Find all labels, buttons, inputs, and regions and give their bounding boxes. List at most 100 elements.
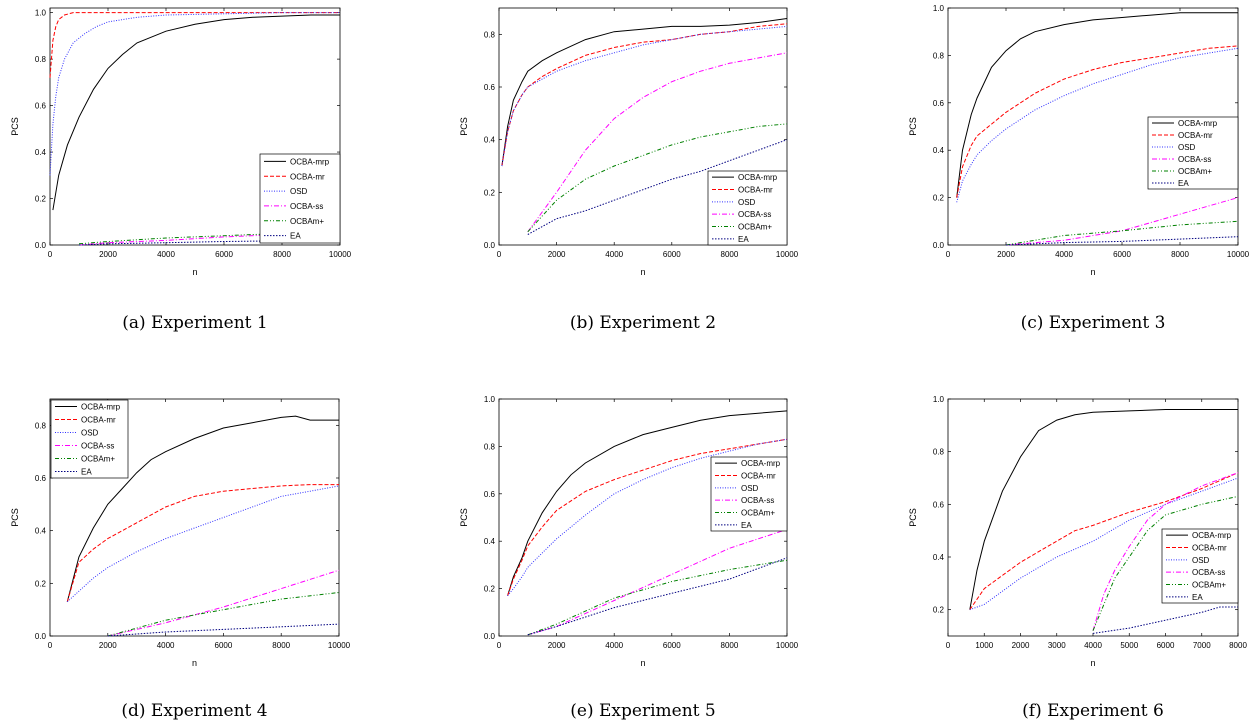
series-line-osd: [956, 47, 1239, 203]
legend-label: OCBA-mr: [1192, 544, 1227, 553]
x-tick-label: 4000: [605, 641, 623, 650]
series-line-ocba-ss: [1005, 197, 1239, 246]
legend-label: OSD: [738, 198, 756, 207]
legend-label: OCBA-mrp: [741, 459, 781, 468]
legend-label: OCBA-ss: [738, 210, 771, 219]
chart-caption: (d) Experiment 4: [121, 701, 267, 721]
x-tick-label: 2000: [99, 641, 117, 650]
legend-label: OCBA-mrp: [1178, 119, 1218, 128]
plot-frame: [49, 398, 340, 637]
x-tick-label: 8000: [272, 641, 290, 650]
legend-box: [1161, 528, 1239, 604]
x-tick-label: 2000: [548, 250, 566, 259]
y-axis-label: PCS: [459, 117, 469, 136]
series-line-ea: [1005, 236, 1239, 246]
legend-label: OCBAm+: [81, 455, 115, 464]
y-tick-label: 0.0: [933, 241, 945, 250]
y-tick-label: 0.2: [35, 195, 47, 204]
y-tick-label: 0.8: [484, 30, 496, 39]
x-tick-label: 2000: [548, 641, 566, 650]
legend-label: OSD: [1178, 143, 1196, 152]
y-tick-label: 0.4: [35, 148, 47, 157]
x-tick-label: 8000: [273, 250, 291, 259]
x-tick-label: 6000: [1157, 641, 1175, 650]
series-line-ocbam: [78, 231, 341, 245]
y-tick-label: 1.0: [35, 9, 47, 18]
y-tick-label: 1.0: [933, 4, 945, 13]
y-tick-label: 0.6: [35, 474, 47, 483]
legend-label: EA: [1178, 179, 1189, 188]
y-tick-label: 0.8: [933, 448, 945, 457]
x-axis-label: n: [192, 267, 197, 277]
plot-frame: [498, 7, 788, 246]
x-tick-label: 6000: [1113, 250, 1131, 259]
y-tick-label: 1.0: [484, 395, 496, 404]
legend-box: [710, 456, 788, 532]
series-line-ocba-mr: [501, 23, 788, 167]
x-tick-label: 4000: [157, 250, 175, 259]
series-line-osd: [66, 485, 340, 603]
x-axis-label: n: [1090, 658, 1095, 668]
legend-label: OCBAm+: [741, 509, 775, 518]
y-tick-label: 0.2: [35, 579, 47, 588]
x-tick-label: 8000: [721, 641, 739, 650]
chart-caption: (e) Experiment 5: [570, 701, 715, 721]
y-tick-label: 0.4: [933, 146, 945, 155]
series-line-ea: [527, 557, 788, 636]
legend-label: OCBAm+: [738, 223, 772, 232]
legend-label: EA: [290, 232, 301, 241]
series-line-ocba-mr: [49, 12, 340, 78]
x-tick-label: 4000: [1055, 250, 1073, 259]
series-line-ocbam: [107, 592, 340, 637]
y-tick-label: 0.8: [484, 442, 496, 451]
legend-label: OSD: [290, 187, 308, 196]
legend-label: OCBA-ss: [1192, 568, 1225, 577]
legend: OCBA-mrp OCBA-mr OSD OCBA-ss OCBAm+ EA: [707, 170, 788, 246]
series-line-ea: [1092, 606, 1238, 634]
x-tick-label: 10000: [1227, 250, 1250, 259]
legend-label: OCBA-mrp: [290, 157, 330, 166]
y-tick-label: 0.8: [35, 421, 47, 430]
x-tick-label: 4000: [1084, 641, 1102, 650]
series-line-ocba-mr: [66, 484, 339, 602]
y-tick-label: 0.4: [484, 537, 496, 546]
legend-label: OCBAm+: [290, 217, 324, 226]
series-line-ea: [527, 139, 788, 235]
y-tick-label: 0.6: [933, 99, 945, 108]
x-tick-label: 8000: [1229, 641, 1247, 650]
x-tick-label: 10000: [776, 250, 799, 259]
legend-label: EA: [81, 468, 92, 477]
y-tick-label: 0.0: [484, 632, 496, 641]
legend: OCBA-mrp OCBA-mr OSD OCBA-ss OCBAm+ EA: [710, 456, 788, 532]
chart-panel-6: 0 1000 2000 3000 4000 5000 6000 7000 8000 0.2 0.4 0…: [908, 395, 1247, 721]
plot-frame: [49, 7, 341, 246]
legend-box: [1147, 116, 1239, 190]
y-tick-label: 0.0: [484, 241, 496, 250]
y-tick-label: 0.8: [35, 55, 47, 64]
x-tick-label: 2000: [1012, 641, 1030, 650]
legend-box: [707, 170, 788, 246]
x-tick-label: 8000: [721, 250, 739, 259]
y-axis-label: PCS: [908, 117, 918, 136]
x-tick-label: 10000: [328, 641, 351, 650]
series-line-ocba-mrp: [66, 415, 339, 602]
y-tick-label: 0.6: [35, 102, 47, 111]
legend: OCBA-mrp OCBA-mr OSD OCBA-ss OCBAm+ EA: [259, 153, 341, 244]
series-line-ocba-ss: [527, 52, 788, 233]
y-tick-label: 0.0: [35, 632, 47, 641]
x-tick-label: 8000: [1171, 250, 1189, 259]
x-tick-label: 4000: [605, 250, 623, 259]
y-tick-label: 0.8: [933, 51, 945, 60]
legend-label: OCBA-mr: [738, 186, 773, 195]
x-tick-label: 3000: [1048, 641, 1066, 650]
chart-caption: (b) Experiment 2: [570, 313, 716, 333]
series-line-ocba-ss: [1092, 472, 1239, 631]
legend-label: OCBA-mr: [290, 172, 325, 181]
chart-panel-1: 0 2000 4000 6000 8000 10000 0.0 0.2 0.4 0.6 0.8 1.0…: [10, 7, 352, 333]
legend-label: OCBAm+: [1178, 167, 1212, 176]
x-tick-label: 2000: [99, 250, 117, 259]
series-line-ocbam: [527, 123, 788, 233]
y-tick-label: 0.2: [933, 606, 945, 615]
legend-label: OCBAm+: [1192, 581, 1226, 590]
y-tick-label: 0.4: [933, 553, 945, 562]
